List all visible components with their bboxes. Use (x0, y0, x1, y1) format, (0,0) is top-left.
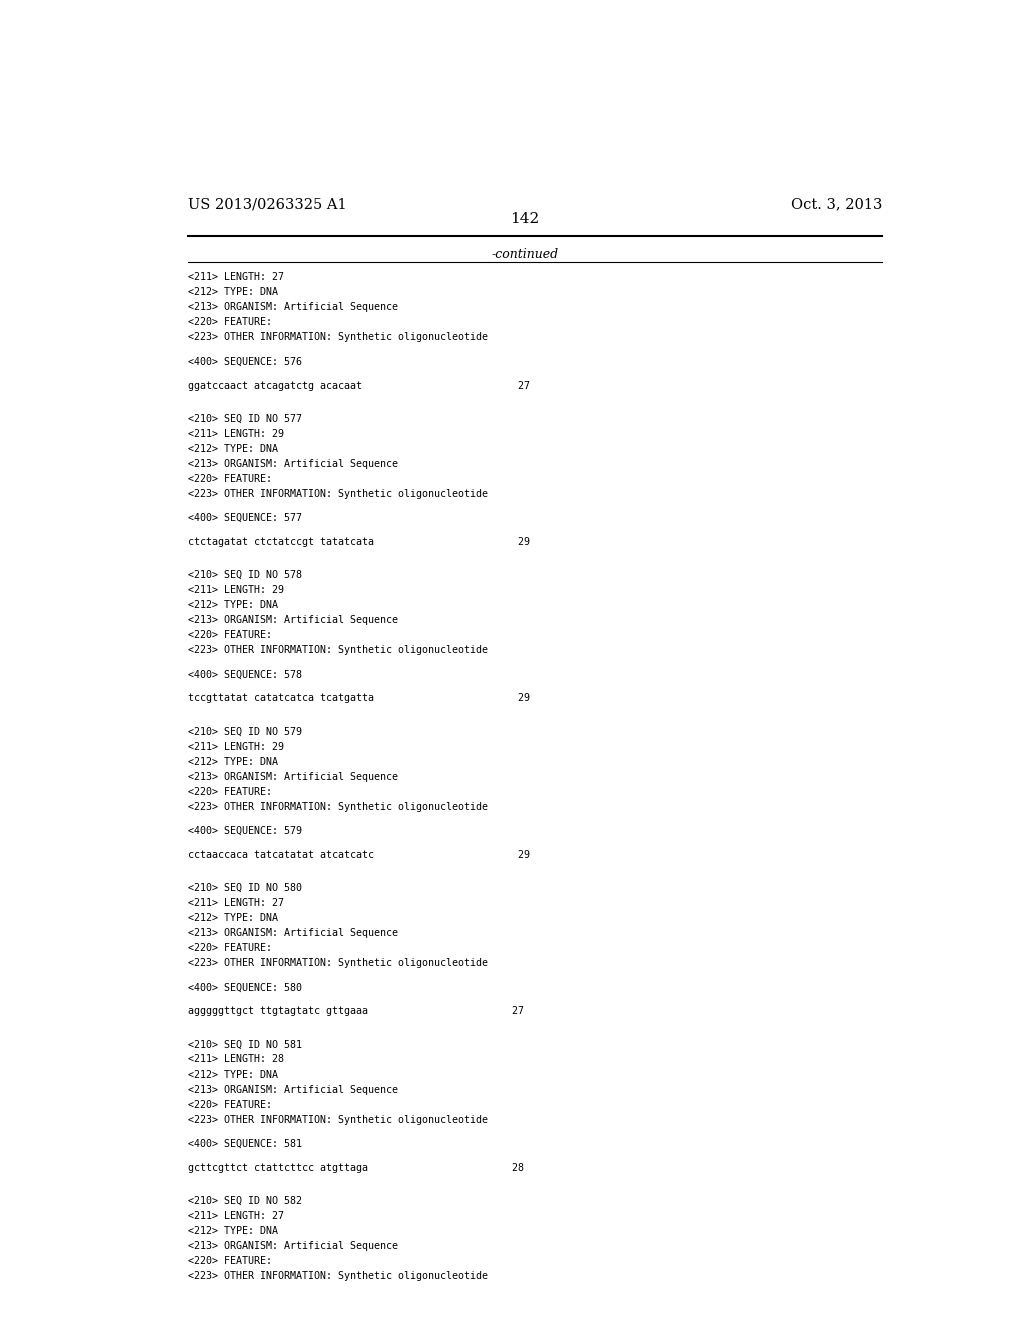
Text: <400> SEQUENCE: 576: <400> SEQUENCE: 576 (187, 356, 301, 367)
Text: <210> SEQ ID NO 579: <210> SEQ ID NO 579 (187, 726, 301, 737)
Text: <211> LENGTH: 27: <211> LENGTH: 27 (187, 1210, 284, 1221)
Text: ctctagatat ctctatccgt tatatcata                        29: ctctagatat ctctatccgt tatatcata 29 (187, 537, 529, 546)
Text: <400> SEQUENCE: 580: <400> SEQUENCE: 580 (187, 982, 301, 993)
Text: <212> TYPE: DNA: <212> TYPE: DNA (187, 288, 278, 297)
Text: ggatccaact atcagatctg acacaat                          27: ggatccaact atcagatctg acacaat 27 (187, 380, 529, 391)
Text: <213> ORGANISM: Artificial Sequence: <213> ORGANISM: Artificial Sequence (187, 615, 397, 626)
Text: <213> ORGANISM: Artificial Sequence: <213> ORGANISM: Artificial Sequence (187, 459, 397, 469)
Text: Oct. 3, 2013: Oct. 3, 2013 (791, 197, 882, 211)
Text: cctaaccaca tatcatatat atcatcatc                        29: cctaaccaca tatcatatat atcatcatc 29 (187, 850, 529, 859)
Text: <211> LENGTH: 29: <211> LENGTH: 29 (187, 585, 284, 595)
Text: <212> TYPE: DNA: <212> TYPE: DNA (187, 601, 278, 610)
Text: <213> ORGANISM: Artificial Sequence: <213> ORGANISM: Artificial Sequence (187, 1241, 397, 1251)
Text: <223> OTHER INFORMATION: Synthetic oligonucleotide: <223> OTHER INFORMATION: Synthetic oligo… (187, 333, 487, 342)
Text: <220> FEATURE:: <220> FEATURE: (187, 1257, 271, 1266)
Text: <210> SEQ ID NO 577: <210> SEQ ID NO 577 (187, 413, 301, 424)
Text: <223> OTHER INFORMATION: Synthetic oligonucleotide: <223> OTHER INFORMATION: Synthetic oligo… (187, 645, 487, 655)
Text: <211> LENGTH: 28: <211> LENGTH: 28 (187, 1055, 284, 1064)
Text: <212> TYPE: DNA: <212> TYPE: DNA (187, 756, 278, 767)
Text: <220> FEATURE:: <220> FEATURE: (187, 787, 271, 797)
Text: <220> FEATURE:: <220> FEATURE: (187, 317, 271, 327)
Text: <220> FEATURE:: <220> FEATURE: (187, 474, 271, 484)
Text: <213> ORGANISM: Artificial Sequence: <213> ORGANISM: Artificial Sequence (187, 1085, 397, 1094)
Text: <211> LENGTH: 29: <211> LENGTH: 29 (187, 742, 284, 751)
Text: <213> ORGANISM: Artificial Sequence: <213> ORGANISM: Artificial Sequence (187, 302, 397, 313)
Text: <212> TYPE: DNA: <212> TYPE: DNA (187, 913, 278, 923)
Text: <212> TYPE: DNA: <212> TYPE: DNA (187, 1226, 278, 1236)
Text: -continued: -continued (492, 248, 558, 261)
Text: tccgttatat catatcatca tcatgatta                        29: tccgttatat catatcatca tcatgatta 29 (187, 693, 529, 704)
Text: <220> FEATURE:: <220> FEATURE: (187, 944, 271, 953)
Text: <212> TYPE: DNA: <212> TYPE: DNA (187, 1069, 278, 1080)
Text: <211> LENGTH: 27: <211> LENGTH: 27 (187, 272, 284, 282)
Text: <213> ORGANISM: Artificial Sequence: <213> ORGANISM: Artificial Sequence (187, 928, 397, 939)
Text: <211> LENGTH: 27: <211> LENGTH: 27 (187, 898, 284, 908)
Text: <210> SEQ ID NO 578: <210> SEQ ID NO 578 (187, 570, 301, 579)
Text: <213> ORGANISM: Artificial Sequence: <213> ORGANISM: Artificial Sequence (187, 772, 397, 781)
Text: US 2013/0263325 A1: US 2013/0263325 A1 (187, 197, 346, 211)
Text: gcttcgttct ctattcttcc atgttaga                        28: gcttcgttct ctattcttcc atgttaga 28 (187, 1163, 523, 1172)
Text: <223> OTHER INFORMATION: Synthetic oligonucleotide: <223> OTHER INFORMATION: Synthetic oligo… (187, 801, 487, 812)
Text: agggggttgct ttgtagtatc gttgaaa                        27: agggggttgct ttgtagtatc gttgaaa 27 (187, 1006, 523, 1016)
Text: <220> FEATURE:: <220> FEATURE: (187, 630, 271, 640)
Text: <223> OTHER INFORMATION: Synthetic oligonucleotide: <223> OTHER INFORMATION: Synthetic oligo… (187, 958, 487, 968)
Text: <400> SEQUENCE: 579: <400> SEQUENCE: 579 (187, 826, 301, 836)
Text: <223> OTHER INFORMATION: Synthetic oligonucleotide: <223> OTHER INFORMATION: Synthetic oligo… (187, 1114, 487, 1125)
Text: <210> SEQ ID NO 580: <210> SEQ ID NO 580 (187, 883, 301, 892)
Text: <400> SEQUENCE: 577: <400> SEQUENCE: 577 (187, 513, 301, 523)
Text: 142: 142 (510, 213, 540, 226)
Text: <211> LENGTH: 29: <211> LENGTH: 29 (187, 429, 284, 438)
Text: <220> FEATURE:: <220> FEATURE: (187, 1100, 271, 1110)
Text: <210> SEQ ID NO 581: <210> SEQ ID NO 581 (187, 1039, 301, 1049)
Text: <212> TYPE: DNA: <212> TYPE: DNA (187, 444, 278, 454)
Text: <210> SEQ ID NO 582: <210> SEQ ID NO 582 (187, 1196, 301, 1206)
Text: <223> OTHER INFORMATION: Synthetic oligonucleotide: <223> OTHER INFORMATION: Synthetic oligo… (187, 1271, 487, 1282)
Text: <400> SEQUENCE: 578: <400> SEQUENCE: 578 (187, 669, 301, 680)
Text: <223> OTHER INFORMATION: Synthetic oligonucleotide: <223> OTHER INFORMATION: Synthetic oligo… (187, 488, 487, 499)
Text: <400> SEQUENCE: 581: <400> SEQUENCE: 581 (187, 1139, 301, 1148)
